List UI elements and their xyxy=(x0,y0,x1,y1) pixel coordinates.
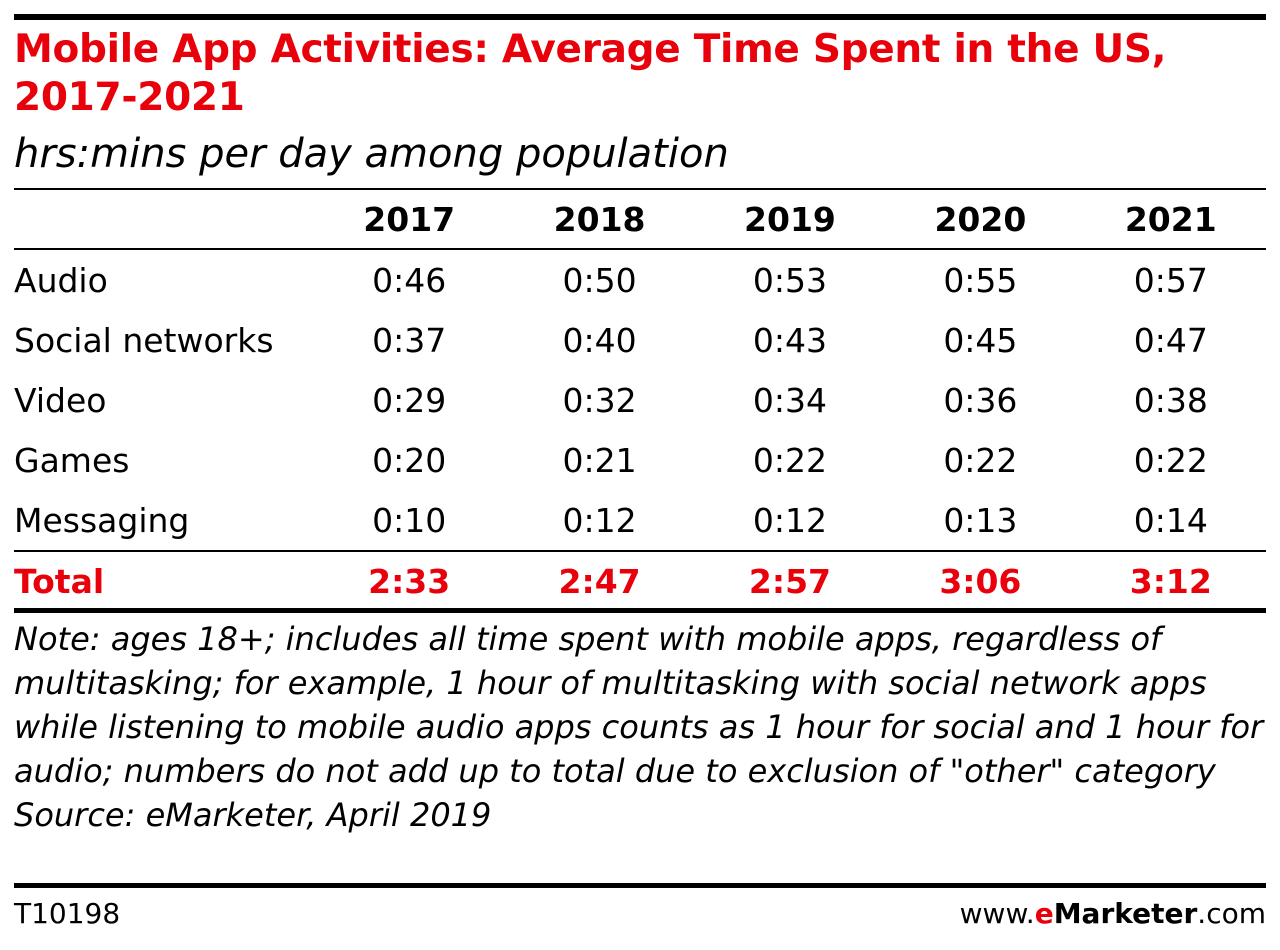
column-header: 2017 xyxy=(314,190,505,250)
note-block: Note: ages 18+; includes all time spent … xyxy=(14,617,1266,837)
data-table: 2017 2018 2019 2020 2021 Audio 0:46 0:50 0:53 0:… xyxy=(14,190,1266,610)
table-row: Social networks 0:37 0:40 0:43 0:45 0:47 xyxy=(14,310,1266,370)
brand-e: e xyxy=(1034,897,1054,930)
table-cell: 0:45 xyxy=(943,320,1018,360)
table-cell: 0:14 xyxy=(1133,500,1208,540)
row-label: Audio xyxy=(14,260,108,300)
table-cell: 0:13 xyxy=(943,500,1018,540)
table-cell: 0:36 xyxy=(943,380,1018,420)
table-body: Audio 0:46 0:50 0:53 0:55 0:57 Social networks… xyxy=(14,249,1266,610)
table-cell: 0:55 xyxy=(943,260,1018,300)
table-cell: 0:22 xyxy=(943,440,1018,480)
table-cell: 0:22 xyxy=(1133,440,1208,480)
top-rule xyxy=(14,14,1266,20)
table-cell: 0:20 xyxy=(372,440,447,480)
table-cell: 0:40 xyxy=(562,320,637,360)
row-label: Games xyxy=(14,440,130,480)
row-label: Messaging xyxy=(14,500,190,540)
table-cell: 0:43 xyxy=(752,320,828,360)
table-row: Video 0:29 0:32 0:34 0:36 0:38 xyxy=(14,370,1266,430)
table-row: Messaging 0:10 0:12 0:12 0:13 0:14 xyxy=(14,490,1266,551)
table-cell: 0:47 xyxy=(1133,320,1208,360)
table-cell: 0:46 xyxy=(372,260,447,300)
row-label: Video xyxy=(14,380,107,420)
table-cell: 0:32 xyxy=(562,380,637,420)
total-cell: 2:47 xyxy=(504,550,695,610)
table-cell: 0:34 xyxy=(752,380,828,420)
total-cell: 3:12 xyxy=(1075,550,1266,610)
brand-prefix: www. xyxy=(959,897,1035,930)
total-cell: 2:33 xyxy=(314,550,505,610)
total-label: Total xyxy=(14,550,314,610)
brand-suffix: .com xyxy=(1197,897,1266,930)
source-text: Source: eMarketer, April 2019 xyxy=(14,796,492,834)
header-row: 2017 2018 2019 2020 2021 xyxy=(14,190,1266,250)
chart-title: Mobile App Activities: Average Time Spen… xyxy=(14,27,1167,120)
table-cell: 0:21 xyxy=(562,440,637,480)
total-row: Total 2:33 2:47 2:57 3:06 3:12 xyxy=(14,550,1266,610)
brand-logo: www.eMarketer.com xyxy=(960,896,1266,932)
header-rule xyxy=(14,188,1266,190)
column-header: 2019 xyxy=(694,190,886,250)
row-label: Social networks xyxy=(14,320,274,360)
total-cell: 3:06 xyxy=(885,550,1076,610)
table-cell: 0:22 xyxy=(752,440,828,480)
table-cell: 0:57 xyxy=(1133,260,1208,300)
note-text: Note: ages 18+; includes all time spent … xyxy=(14,620,1264,790)
column-header: 2020 xyxy=(885,190,1076,250)
table-cell: 0:53 xyxy=(752,260,828,300)
table-cell: 0:12 xyxy=(752,500,828,540)
table-row: Audio 0:46 0:50 0:53 0:55 0:57 xyxy=(14,249,1266,310)
table-cell: 0:29 xyxy=(372,380,447,420)
chart-subtitle: hrs:mins per day among population xyxy=(14,131,729,177)
table-cell: 0:12 xyxy=(562,500,637,540)
table-bottom-rule xyxy=(14,608,1266,613)
brand-name: Marketer xyxy=(1053,897,1198,930)
column-header: 2021 xyxy=(1075,190,1266,250)
table-row: Games 0:20 0:21 0:22 0:22 0:22 xyxy=(14,430,1266,490)
table-cell: 0:37 xyxy=(372,320,447,360)
column-header: 2018 xyxy=(504,190,695,250)
table-cell: 0:10 xyxy=(372,500,447,540)
footer-rule xyxy=(14,883,1266,888)
table-cell: 0:50 xyxy=(562,260,637,300)
table-cell: 0:38 xyxy=(1133,380,1208,420)
header-blank xyxy=(14,190,314,250)
total-cell: 2:57 xyxy=(694,550,886,610)
chart-code: T10198 xyxy=(14,897,121,930)
